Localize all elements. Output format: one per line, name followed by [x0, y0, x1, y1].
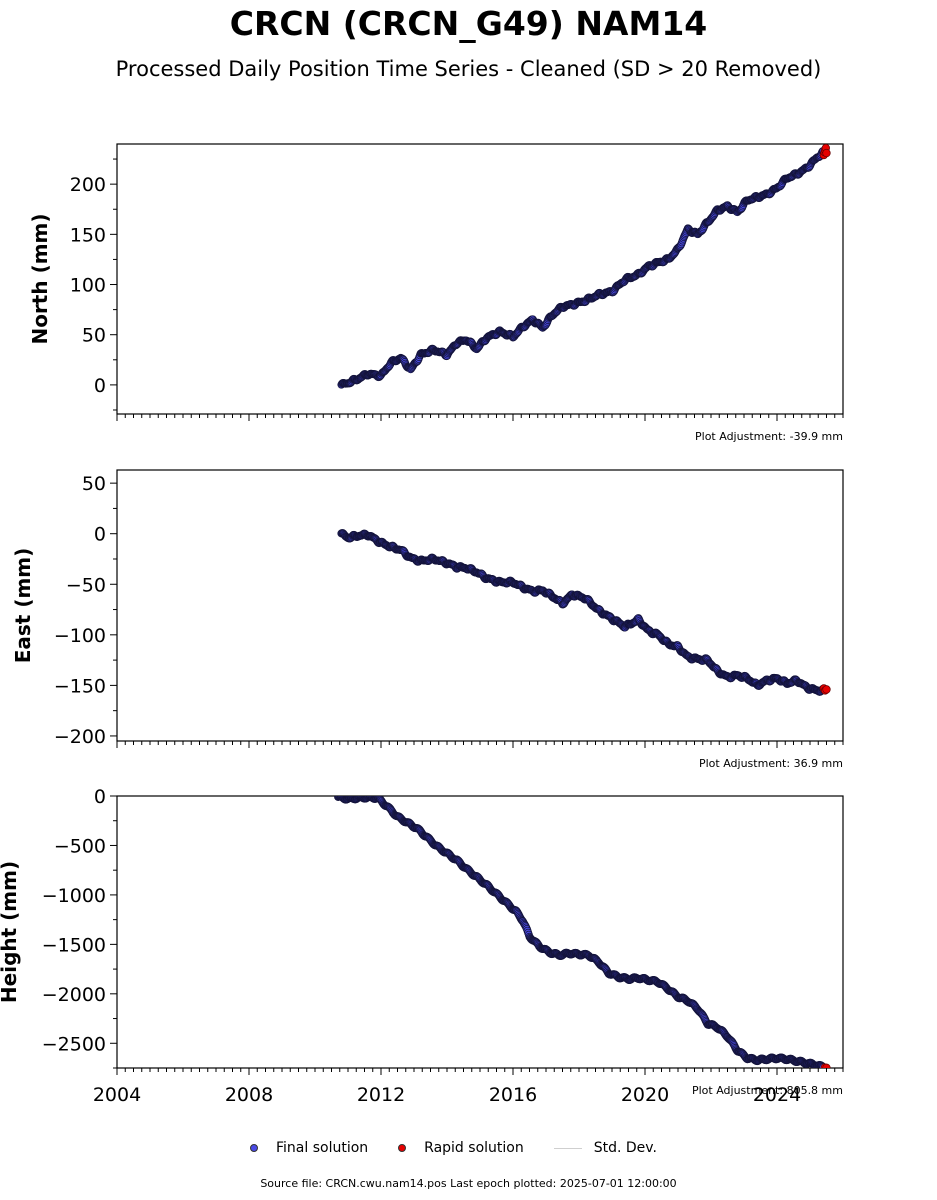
x-tick-label: 2004	[93, 1084, 141, 1106]
plot-adjustment-label: Plot Adjustment: 805.8 mm	[692, 1084, 843, 1097]
plot-adjustment-label: Plot Adjustment: 36.9 mm	[699, 757, 843, 770]
y-axis-title: North (mm)	[28, 213, 52, 344]
source-file-note: Source file: CRCN.cwu.nam14.pos Last epo…	[260, 1177, 677, 1190]
page-title: CRCN (CRCN_G49) NAM14	[229, 4, 708, 43]
legend: Final solution Rapid solution Std. Dev.	[250, 1138, 687, 1158]
y-tick-label: −2500	[42, 1033, 106, 1055]
plot-frame	[116, 795, 844, 1069]
y-tick-label: 100	[70, 275, 106, 297]
legend-item-std: Std. Dev.	[553, 1140, 657, 1156]
y-tick-label: −200	[54, 726, 106, 748]
y-tick-label: −150	[54, 675, 106, 697]
y-tick-label: −100	[54, 625, 106, 647]
y-tick-label: 50	[82, 473, 106, 495]
x-tick-label: 2016	[489, 1084, 537, 1106]
legend-rapid-marker	[398, 1144, 407, 1152]
plot-frame	[116, 469, 844, 742]
x-tick-label: 2012	[357, 1084, 405, 1106]
plot-frame	[116, 143, 844, 415]
y-tick-label: 200	[70, 174, 106, 196]
y-tick-label: 0	[94, 524, 106, 546]
page-subtitle: Processed Daily Position Time Series - C…	[115, 57, 822, 81]
y-tick-label: 150	[70, 224, 106, 246]
rapid-solution-point	[822, 685, 831, 694]
y-tick-label: −2000	[42, 984, 106, 1006]
legend-rapid-label: Rapid solution	[424, 1140, 524, 1156]
y-tick-label: −1000	[42, 885, 106, 907]
y-tick-label: −500	[54, 835, 106, 857]
legend-item-final: Final solution	[250, 1140, 368, 1156]
legend-std-label: Std. Dev.	[593, 1140, 657, 1156]
legend-final-marker	[250, 1144, 258, 1152]
plot-adjustment-label: Plot Adjustment: -39.9 mm	[695, 430, 843, 443]
y-tick-label: 0	[94, 375, 106, 397]
x-tick-label: 2008	[225, 1084, 273, 1106]
y-tick-label: 0	[94, 786, 106, 808]
y-tick-label: 50	[82, 325, 106, 347]
legend-item-rapid: Rapid solution	[398, 1140, 524, 1156]
legend-final-label: Final solution	[276, 1140, 369, 1156]
legend-std-line	[553, 1147, 582, 1149]
y-tick-label: −1500	[42, 934, 106, 956]
x-tick-label: 2020	[621, 1084, 669, 1106]
y-tick-label: −50	[66, 574, 106, 596]
y-axis-title: East (mm)	[11, 548, 35, 664]
y-axis-title: Height (mm)	[0, 861, 21, 1003]
rapid-solution-point	[822, 148, 831, 158]
